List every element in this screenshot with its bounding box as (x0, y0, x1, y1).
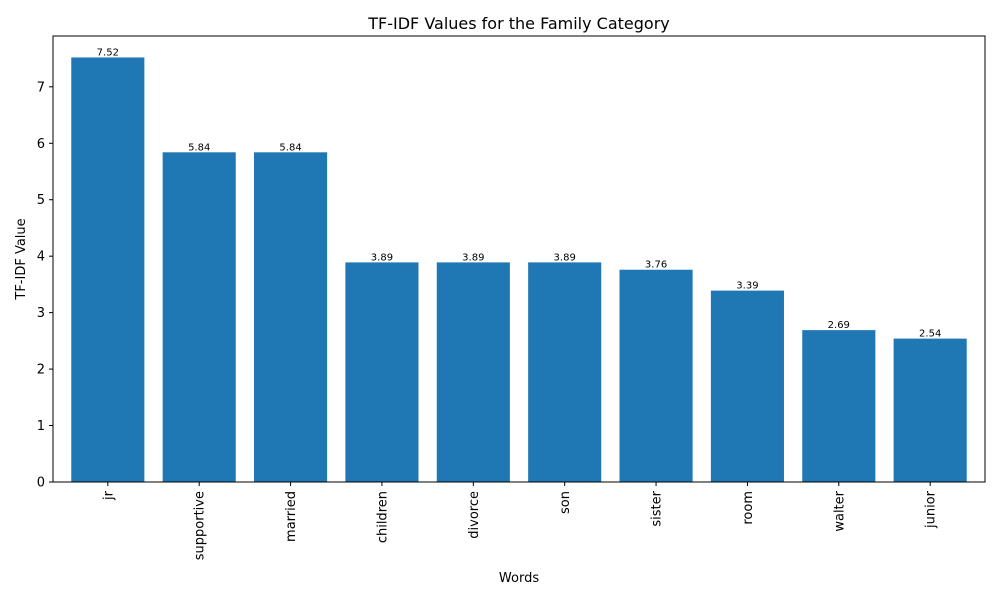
y-tick-label-6: 6 (37, 137, 45, 152)
y-tick-label-1: 1 (37, 419, 45, 434)
x-tick-label-children: children (375, 491, 390, 543)
y-tick-label-4: 4 (37, 250, 45, 265)
bars-layer (71, 57, 967, 483)
x-axis-title: Words (499, 571, 539, 586)
x-tick-label-walter: walter (832, 490, 847, 531)
y-tick-label-0: 0 (37, 476, 45, 491)
bar-son (528, 262, 602, 482)
y-axis-title: TF-IDF Value (14, 218, 29, 300)
x-tick-label-divorce: divorce (467, 491, 482, 539)
bar-room (710, 290, 784, 482)
bar-junior (893, 338, 967, 482)
value-label-divorce: 3.89 (462, 252, 484, 263)
value-label-junior: 2.54 (919, 329, 941, 340)
value-label-son: 3.89 (554, 252, 576, 263)
y-tick-label-2: 2 (37, 363, 45, 378)
x-tick-label-junior: junior (924, 490, 939, 529)
x-tick-label-jr: jr (101, 490, 116, 501)
value-label-room: 3.39 (736, 281, 758, 292)
bar-divorce (436, 262, 510, 482)
x-tick-label-supportive: supportive (193, 491, 208, 560)
value-label-jr: 7.52 (97, 47, 119, 58)
bar-jr (71, 57, 145, 482)
x-tick-label-son: son (558, 491, 573, 514)
bar-sister (619, 269, 693, 482)
x-axis: jr supportive married children divorce son sis… (101, 482, 939, 560)
x-tick-label-room: room (741, 491, 756, 525)
x-tick-label-married: married (284, 491, 299, 542)
bar-supportive (162, 152, 236, 483)
chart-title: TF-IDF Values for the Family Category (367, 14, 670, 33)
value-label-sister: 3.76 (645, 260, 667, 271)
value-labels-layer: 7.52 5.84 5.84 3.89 3.89 3.89 3.76 3.39 2.69 2.54 (97, 47, 942, 339)
bar-married (254, 152, 328, 483)
y-tick-label-3: 3 (37, 306, 45, 321)
bar-walter (802, 330, 876, 482)
value-label-supportive: 5.84 (188, 142, 210, 153)
value-label-children: 3.89 (371, 252, 393, 263)
bar-children (345, 262, 419, 482)
value-label-married: 5.84 (279, 142, 301, 153)
y-axis: 0 1 2 3 4 5 6 7 (37, 80, 53, 491)
plot-frame (52, 35, 986, 483)
y-tick-label-7: 7 (37, 80, 45, 95)
x-tick-label-sister: sister (650, 490, 665, 526)
value-label-walter: 2.69 (828, 320, 850, 331)
y-tick-label-5: 5 (37, 193, 45, 208)
